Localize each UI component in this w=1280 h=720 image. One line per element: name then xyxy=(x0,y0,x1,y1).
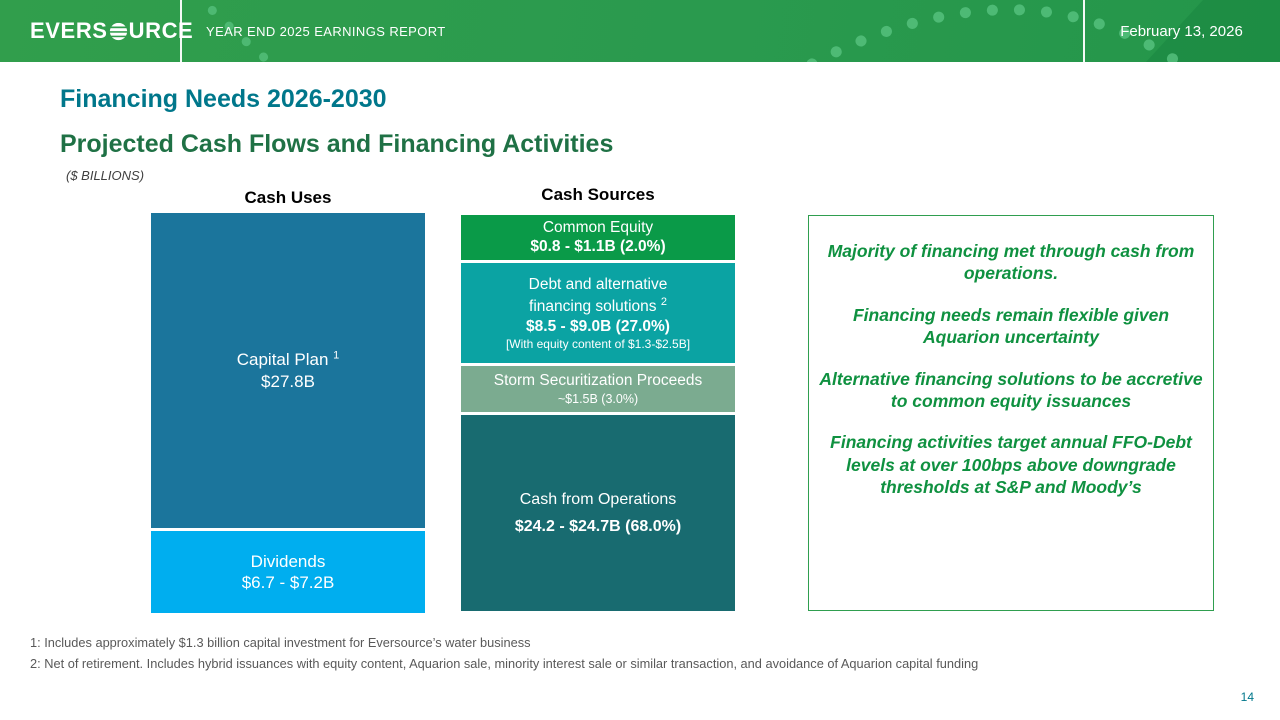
segment-value: $0.8 - $1.1B (2.0%) xyxy=(530,238,666,256)
segment-label: Capital Plan 1 xyxy=(236,349,340,370)
header-divider-right xyxy=(1083,0,1085,62)
segment-value: $6.7 - $7.2B xyxy=(241,573,335,592)
segment-value: $27.8B xyxy=(261,371,315,391)
segment-value: ~$1.5B (3.0%) xyxy=(557,391,639,406)
segment-label: Storm Securitization Proceeds xyxy=(493,372,703,390)
dotted-arc-icon xyxy=(804,4,1187,62)
cash-uses-label: Cash Uses xyxy=(244,188,332,207)
callout-box: Majority of financing met through cash f… xyxy=(808,215,1214,611)
footnote-2: 2: Net of retirement. Includes hybrid is… xyxy=(30,656,979,671)
cash-sources-bar: Common Equity $0.8 - $1.1B (2.0%) Debt a… xyxy=(461,215,735,611)
header-divider-left xyxy=(180,0,182,62)
callout-paragraph: Alternative financing solutions to be ac… xyxy=(819,368,1203,411)
logo-text-right: URCE xyxy=(128,18,194,43)
page-subtitle: Projected Cash Flows and Financing Activ… xyxy=(60,130,614,158)
segment-storm-securitization: Storm Securitization Proceeds ~$1.5B (3.… xyxy=(461,366,735,412)
footnotes: 1: Includes approximately $1.3 billion c… xyxy=(30,635,978,677)
segment-label: Dividends xyxy=(250,551,326,571)
callout-paragraph: Majority of financing met through cash f… xyxy=(827,241,1195,284)
corner-ribbon xyxy=(1146,0,1280,62)
callout-paragraph: Financing activities target annual FFO-D… xyxy=(830,432,1192,498)
segment-label: Common Equity xyxy=(542,219,654,237)
footnote-ref: 1 xyxy=(333,349,340,362)
segment-value: $8.5 - $9.0B (27.0%) xyxy=(526,317,670,335)
footnote-1: 1: Includes approximately $1.3 billion c… xyxy=(30,635,531,650)
page-title: Financing Needs 2026-2030 xyxy=(60,85,387,113)
callout-paragraph: Financing needs remain flexible given Aq… xyxy=(852,304,1170,348)
segment-label: Cash from Operations xyxy=(519,490,677,508)
segment-common-equity: Common Equity $0.8 - $1.1B (2.0%) xyxy=(461,215,735,260)
cash-sources-label: Cash Sources xyxy=(541,185,655,204)
eversource-logo: EVERS URCE xyxy=(30,0,193,62)
segment-label: Debt and alternative financing solutions… xyxy=(528,276,668,316)
segment-capital-plan: Capital Plan 1 $27.8B xyxy=(151,213,425,528)
segment-dividends: Dividends $6.7 - $7.2B xyxy=(151,531,425,613)
units-note: ($ BILLIONS) xyxy=(66,168,145,183)
eversource-o-icon xyxy=(109,22,128,41)
page-number: 14 xyxy=(1240,690,1254,704)
logo-text-left: EVERS xyxy=(30,18,108,43)
dotted-arc-small-icon xyxy=(195,0,276,62)
report-title: YEAR END 2025 EARNINGS REPORT xyxy=(206,23,446,39)
header-date: February 13, 2026 xyxy=(1120,22,1243,40)
header-decoration xyxy=(195,0,1280,62)
segment-cash-from-operations: Cash from Operations $24.2 - $24.7B (68.… xyxy=(461,415,735,611)
footnote-ref: 2 xyxy=(660,296,667,309)
segment-value: $24.2 - $24.7B (68.0%) xyxy=(514,518,682,536)
segment-debt-alternative: Debt and alternative financing solutions… xyxy=(461,263,735,363)
cash-uses-bar: Capital Plan 1 $27.8B Dividends $6.7 - $… xyxy=(151,213,425,613)
segment-note: [With equity content of $1.3-$2.5B] xyxy=(505,336,691,351)
header-bar: EVERS URCE YEAR END 2025 EARNINGS REPORT… xyxy=(0,0,1280,62)
